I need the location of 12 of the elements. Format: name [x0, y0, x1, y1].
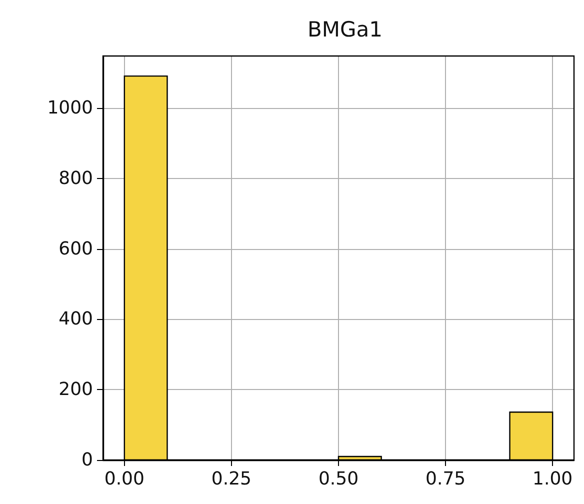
x-tick-label: 0.75	[426, 468, 466, 490]
x-tick-label: 1.00	[532, 468, 573, 490]
x-tick-label: 0.50	[318, 468, 359, 490]
y-tick-label: 1000	[47, 98, 93, 119]
y-tick-label: 800	[58, 168, 93, 189]
y-tick-label: 400	[58, 308, 93, 330]
x-tick-label: 0.00	[104, 468, 144, 490]
y-tick-label: 0	[82, 450, 93, 470]
y-tick-label: 600	[58, 238, 93, 260]
chart-title: BMGa1	[307, 18, 383, 42]
y-tick-label: 200	[58, 379, 93, 400]
x-tick-label: 0.25	[211, 468, 252, 490]
